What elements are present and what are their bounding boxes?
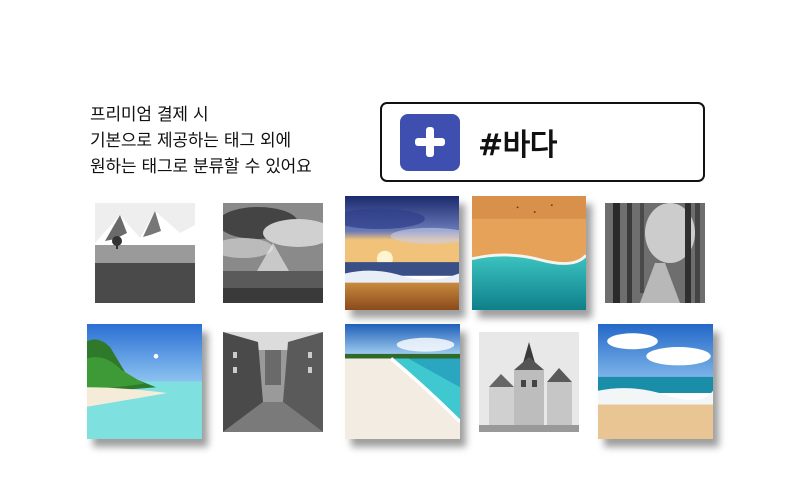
photo-cloudy-valley[interactable] [223, 203, 323, 303]
photo-sunset-ocean[interactable] [345, 196, 459, 310]
photo-old-town-street[interactable] [223, 332, 323, 432]
custom-tag-field[interactable]: #바다 [380, 102, 705, 182]
photo-white-sand-beach[interactable] [345, 324, 460, 439]
description-line-2: 기본으로 제공하는 태그 외에 [90, 131, 291, 151]
photo-aerial-beach[interactable] [472, 196, 586, 310]
premium-tag-description: 프리미엄 결제 시 기본으로 제공하는 태그 외에 원하는 태그로 분류할 수 … [90, 102, 312, 180]
plus-icon [415, 127, 445, 157]
photo-forest-path[interactable] [605, 203, 705, 303]
description-line-1: 프리미엄 결제 시 [90, 105, 209, 125]
photo-mountain-meadow[interactable] [95, 203, 195, 303]
tag-value: #바다 [478, 128, 557, 163]
description-line-3: 원하는 태그로 분류할 수 있어요 [90, 157, 312, 177]
photo-tropical-beach[interactable] [87, 324, 202, 439]
photo-surf-beach[interactable] [598, 324, 713, 439]
add-tag-button[interactable] [400, 113, 460, 171]
photo-town-hall[interactable] [479, 332, 579, 432]
